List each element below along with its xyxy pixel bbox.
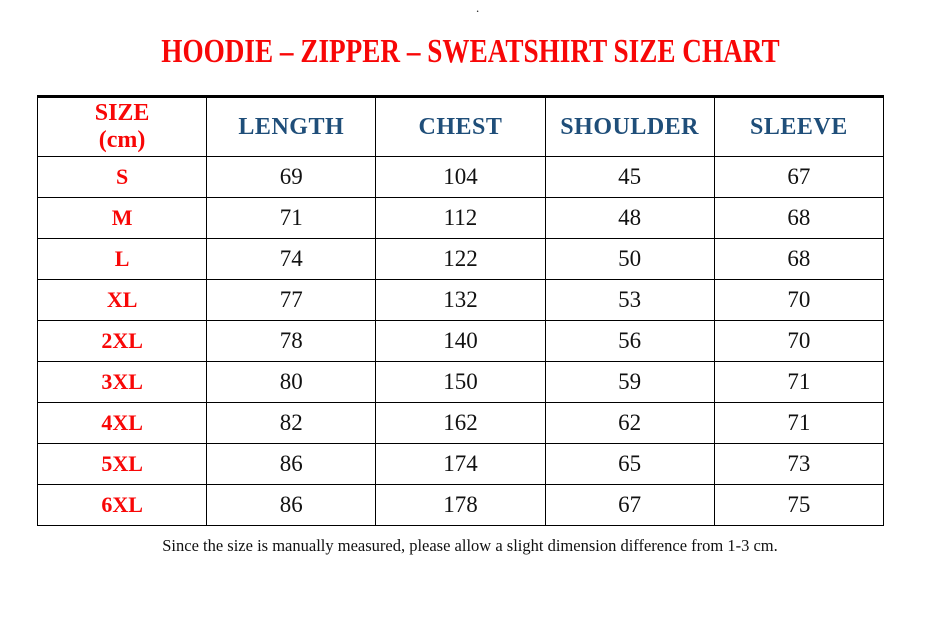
- sleeve-cell: 67: [713, 156, 885, 198]
- table-row: 4XL 82 162 62 71: [36, 402, 885, 444]
- size-cell: L: [36, 238, 208, 280]
- length-cell: 80: [206, 361, 377, 403]
- shoulder-cell: 62: [544, 402, 715, 444]
- length-cell: 86: [206, 443, 377, 485]
- chest-cell: 150: [375, 361, 546, 403]
- table-row: 6XL 86 178 67 75: [36, 484, 885, 526]
- table-row: M 71 112 48 68: [36, 197, 885, 239]
- length-cell: 78: [206, 320, 377, 362]
- shoulder-cell: 50: [544, 238, 715, 280]
- shoulder-cell: 56: [544, 320, 715, 362]
- sleeve-cell: 68: [713, 197, 885, 239]
- header-cell-length: LENGTH: [206, 96, 377, 157]
- shoulder-cell: 59: [544, 361, 715, 403]
- chest-cell: 178: [375, 484, 546, 526]
- table-row: 2XL 78 140 56 70: [36, 320, 885, 362]
- length-cell: 71: [206, 197, 377, 239]
- size-cell: M: [36, 197, 208, 239]
- header-cell-chest: CHEST: [375, 96, 546, 157]
- size-cell: S: [36, 156, 208, 198]
- sleeve-cell: 70: [713, 279, 885, 321]
- page-title: HOODIE – ZIPPER – SWEATSHIRT SIZE CHART: [0, 33, 940, 71]
- chest-cell: 104: [375, 156, 546, 198]
- shoulder-cell: 67: [544, 484, 715, 526]
- shoulder-cell: 45: [544, 156, 715, 198]
- footer-note: Since the size is manually measured, ple…: [162, 536, 778, 555]
- length-cell: 69: [206, 156, 377, 198]
- chest-cell: 132: [375, 279, 546, 321]
- table-row: S 69 104 45 67: [36, 156, 885, 198]
- chest-cell: 140: [375, 320, 546, 362]
- header-cell-sleeve: SLEEVE: [713, 96, 885, 157]
- shoulder-cell: 48: [544, 197, 715, 239]
- sleeve-cell: 73: [713, 443, 885, 485]
- length-cell: 74: [206, 238, 377, 280]
- table-row: XL 77 132 53 70: [36, 279, 885, 321]
- table-row: 5XL 86 174 65 73: [36, 443, 885, 485]
- header-cell-shoulder: SHOULDER: [544, 96, 715, 157]
- header-size-line1: SIZE: [94, 100, 150, 126]
- chest-cell: 122: [375, 238, 546, 280]
- size-cell: 6XL: [36, 484, 208, 526]
- chest-cell: 112: [375, 197, 546, 239]
- shoulder-cell: 53: [544, 279, 715, 321]
- sleeve-cell: 75: [713, 484, 885, 526]
- chest-cell: 174: [375, 443, 546, 485]
- size-chart-table: SIZE (cm) LENGTH CHEST SHOULDER SLEEVE S…: [36, 95, 885, 526]
- header-cell-size: SIZE (cm): [36, 96, 208, 157]
- header-size-line2: (cm): [98, 127, 146, 153]
- sleeve-cell: 68: [713, 238, 885, 280]
- length-cell: 86: [206, 484, 377, 526]
- size-cell: 3XL: [36, 361, 208, 403]
- size-cell: 2XL: [36, 320, 208, 362]
- stray-dot: .: [476, 0, 480, 15]
- page-title-text: HOODIE – ZIPPER – SWEATSHIRT SIZE CHART: [160, 33, 780, 70]
- length-cell: 77: [206, 279, 377, 321]
- size-cell: 4XL: [36, 402, 208, 444]
- sleeve-cell: 70: [713, 320, 885, 362]
- size-cell: XL: [36, 279, 208, 321]
- table-header-row: SIZE (cm) LENGTH CHEST SHOULDER SLEEVE: [36, 96, 885, 157]
- length-cell: 82: [206, 402, 377, 444]
- chest-cell: 162: [375, 402, 546, 444]
- shoulder-cell: 65: [544, 443, 715, 485]
- table-row: L 74 122 50 68: [36, 238, 885, 280]
- sleeve-cell: 71: [713, 402, 885, 444]
- size-cell: 5XL: [36, 443, 208, 485]
- sleeve-cell: 71: [713, 361, 885, 403]
- table-row: 3XL 80 150 59 71: [36, 361, 885, 403]
